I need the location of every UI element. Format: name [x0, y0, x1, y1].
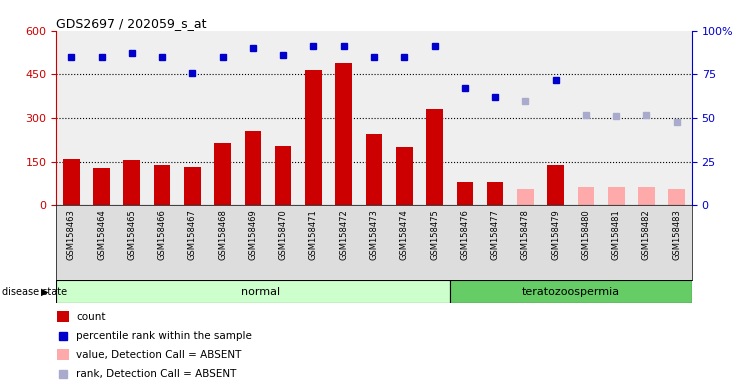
Text: GSM158464: GSM158464	[97, 209, 106, 260]
Text: GSM158465: GSM158465	[127, 209, 136, 260]
Bar	[184, 167, 200, 205]
Text: ▶: ▶	[41, 287, 49, 297]
Text: GSM158478: GSM158478	[521, 209, 530, 260]
Text: GDS2697 / 202059_s_at: GDS2697 / 202059_s_at	[56, 17, 206, 30]
Text: GSM158480: GSM158480	[581, 209, 590, 260]
Bar	[177, 31, 207, 205]
Text: value, Detection Call = ABSENT: value, Detection Call = ABSENT	[76, 350, 242, 360]
Bar	[577, 187, 594, 205]
Bar	[608, 187, 625, 205]
Bar	[359, 31, 389, 205]
Bar	[541, 31, 571, 205]
Bar	[147, 31, 177, 205]
Text: GSM158466: GSM158466	[158, 209, 167, 260]
Bar	[480, 31, 510, 205]
Bar	[305, 70, 322, 205]
Text: teratozoospermia: teratozoospermia	[522, 287, 620, 297]
Bar	[58, 349, 69, 360]
Text: GSM158479: GSM158479	[551, 209, 560, 260]
Text: GSM158468: GSM158468	[218, 209, 227, 260]
Text: rank, Detection Call = ABSENT: rank, Detection Call = ABSENT	[76, 369, 237, 379]
Bar	[123, 160, 140, 205]
Text: count: count	[76, 312, 106, 322]
Text: GSM158470: GSM158470	[279, 209, 288, 260]
Bar	[366, 134, 382, 205]
Text: GSM158481: GSM158481	[612, 209, 621, 260]
Text: GSM158473: GSM158473	[370, 209, 378, 260]
Bar	[420, 31, 450, 205]
Bar	[669, 189, 685, 205]
Text: percentile rank within the sample: percentile rank within the sample	[76, 331, 252, 341]
Bar	[517, 189, 534, 205]
Bar	[389, 31, 420, 205]
Bar	[154, 165, 171, 205]
Bar	[328, 31, 359, 205]
Bar	[548, 165, 564, 205]
Bar	[63, 159, 79, 205]
Text: disease state: disease state	[2, 287, 67, 297]
Text: GSM158474: GSM158474	[399, 209, 408, 260]
Bar	[631, 31, 662, 205]
Text: GSM158483: GSM158483	[672, 209, 681, 260]
Bar	[58, 311, 69, 322]
Text: GSM158463: GSM158463	[67, 209, 76, 260]
Bar	[298, 31, 328, 205]
Text: GSM158471: GSM158471	[309, 209, 318, 260]
Bar	[94, 167, 110, 205]
Text: GSM158467: GSM158467	[188, 209, 197, 260]
Bar	[510, 31, 541, 205]
Bar	[275, 146, 292, 205]
Text: GSM158469: GSM158469	[248, 209, 257, 260]
Bar	[662, 31, 692, 205]
Bar	[396, 147, 413, 205]
Bar	[456, 182, 473, 205]
Bar	[117, 31, 147, 205]
Bar	[450, 280, 692, 303]
Bar	[638, 187, 654, 205]
Bar	[487, 182, 503, 205]
Text: GSM158475: GSM158475	[430, 209, 439, 260]
Text: normal: normal	[241, 287, 280, 297]
Bar	[571, 31, 601, 205]
Bar	[426, 109, 443, 205]
Bar	[601, 31, 631, 205]
Bar	[245, 131, 261, 205]
Text: GSM158482: GSM158482	[642, 209, 651, 260]
Text: GSM158477: GSM158477	[491, 209, 500, 260]
Text: GSM158476: GSM158476	[460, 209, 469, 260]
Text: GSM158472: GSM158472	[340, 209, 349, 260]
Bar	[450, 31, 480, 205]
Bar	[238, 31, 268, 205]
Bar	[56, 280, 450, 303]
Bar	[214, 143, 231, 205]
Bar	[207, 31, 238, 205]
Bar	[86, 31, 117, 205]
Bar	[56, 31, 86, 205]
Bar	[268, 31, 298, 205]
Bar	[335, 63, 352, 205]
